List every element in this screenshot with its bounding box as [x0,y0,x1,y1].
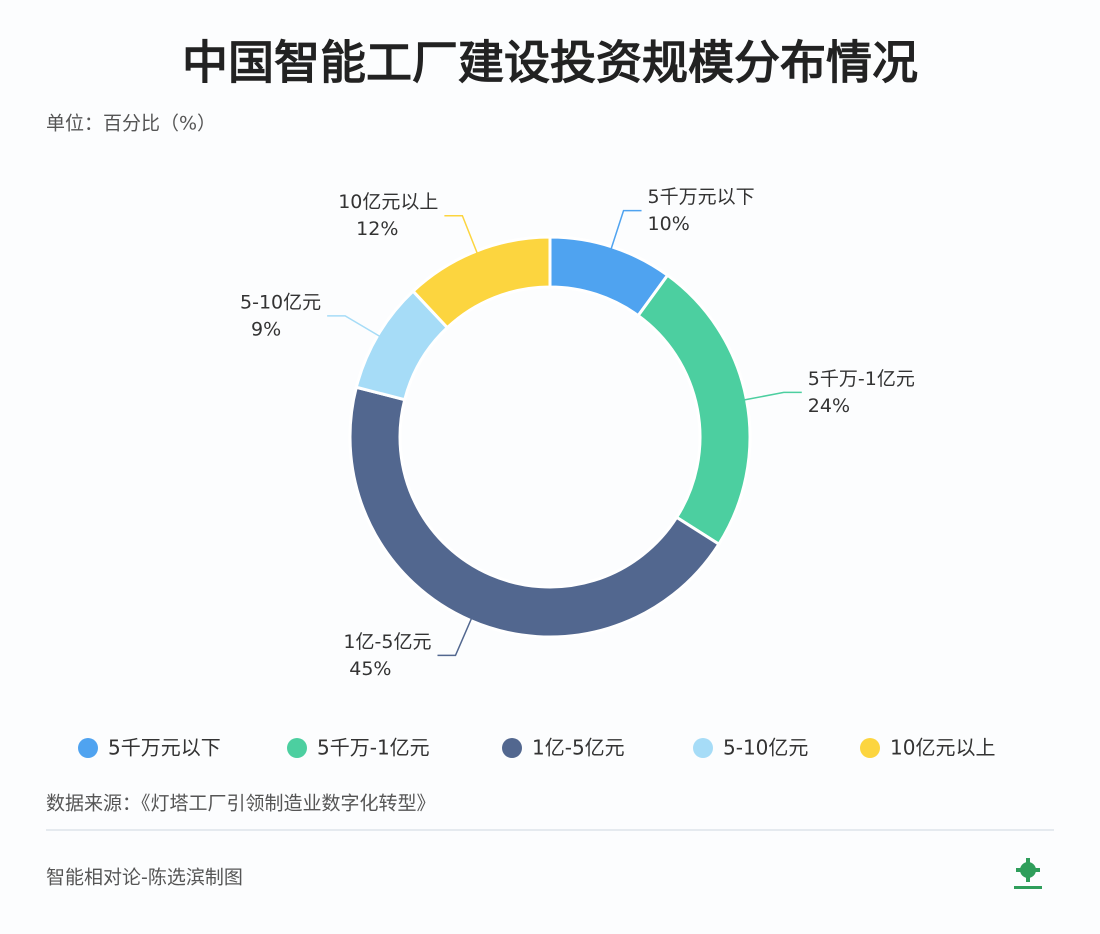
slice [348,385,721,639]
legend-marker [502,738,522,758]
logo [1014,858,1042,889]
legend-marker [860,738,880,758]
data-label: 9% [251,318,281,340]
leader-line [327,315,382,338]
leader-line [609,209,642,251]
slice [410,235,552,330]
legend-label: 5-10亿元 [723,736,808,760]
chart-title: 中国智能工厂建设投资规模分布情况 [182,36,918,90]
legend-label: 10亿元以上 [890,736,995,760]
leader-line [437,616,473,657]
subtitle: 单位：百分比（%） [46,113,216,135]
leader-line [742,391,802,402]
legend-marker [78,738,98,758]
data-label: 45% [349,658,391,680]
legend-marker [693,738,713,758]
footer: 智能相对论-陈选滨制图 [46,867,243,889]
data-label-name: 5-10亿元 [240,291,321,313]
source: 数据来源：《灯塔工厂引领制造业数字化转型》 [46,793,436,815]
data-label-name: 5千万-1亿元 [808,368,915,390]
data-label: 24% [808,395,850,417]
data-label: 12% [356,218,398,240]
data-label-name: 10亿元以上 [338,191,438,213]
leader-line [444,214,479,256]
legend-label: 5千万-1亿元 [317,736,430,760]
data-label: 10% [648,213,690,235]
legend-label: 5千万元以下 [108,736,221,760]
data-label-name: 1亿-5亿元 [343,631,431,653]
legend-marker [287,738,307,758]
data-label-name: 5千万元以下 [648,186,755,208]
legend-label: 1亿-5亿元 [532,736,625,760]
